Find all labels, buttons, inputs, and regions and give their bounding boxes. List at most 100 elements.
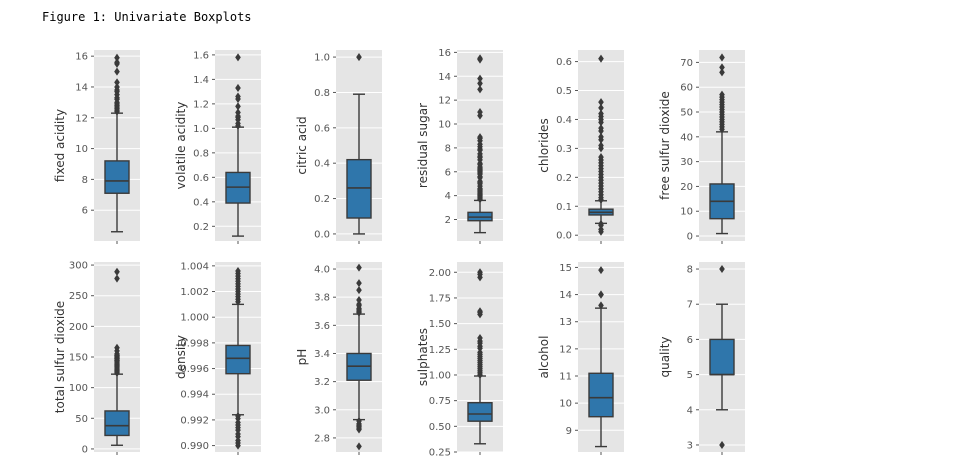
y-axis-label: density — [174, 335, 188, 379]
outlier-point — [477, 79, 483, 88]
y-tick-label: 0.2 — [314, 194, 330, 205]
y-tick-label: 70 — [680, 58, 693, 69]
y-tick-label: 0.0 — [314, 229, 330, 240]
y-axis-label: alcohol — [537, 336, 551, 379]
outlier-point — [598, 153, 604, 162]
y-tick-label: 0.3 — [556, 144, 572, 155]
outlier-point — [114, 78, 120, 87]
y-tick-label: 1.0 — [314, 53, 330, 64]
outlier-point — [356, 417, 362, 426]
y-axis-label: total sulfur dioxide — [53, 301, 67, 413]
y-tick-label: 1.000 — [180, 313, 209, 324]
outlier-point — [719, 68, 725, 77]
iqr-box — [104, 410, 130, 437]
y-tick-label: 150 — [69, 353, 88, 364]
outlier-point — [477, 85, 483, 94]
iqr-box — [225, 344, 251, 375]
y-axis-label: quality — [658, 336, 672, 377]
outlier-point — [477, 108, 483, 117]
y-tick-label: 3.2 — [314, 377, 330, 388]
y-tick-label: 4 — [687, 405, 693, 416]
boxplot-panel-4: 2 4 6 8 10 12 14 16 residual sugar — [416, 48, 503, 244]
y-tick-label: 0.996 — [180, 364, 209, 375]
y-tick-label: 9 — [566, 426, 572, 437]
y-tick-label: 50 — [75, 414, 88, 425]
y-tick-label: 30 — [680, 157, 693, 168]
y-tick-label: 7 — [687, 300, 693, 311]
y-tick-label: 0.25 — [429, 448, 451, 459]
y-tick-label: 3.6 — [314, 321, 330, 332]
y-tick-label: 13 — [559, 317, 572, 328]
outlier-point — [598, 124, 604, 133]
outlier-point — [477, 268, 483, 277]
y-tick-label: 0.2 — [556, 173, 572, 184]
y-tick-label: 0.4 — [193, 197, 209, 208]
outlier-point — [235, 102, 241, 111]
y-tick-label: 0.5 — [556, 86, 572, 97]
outlier-point — [719, 90, 725, 99]
y-tick-label: 12 — [75, 113, 88, 124]
y-tick-label: 3 — [687, 440, 693, 451]
outlier-point — [477, 74, 483, 83]
outlier-point — [477, 307, 483, 316]
y-tick-label: 0.6 — [193, 173, 209, 184]
y-tick-label: 1.004 — [180, 261, 209, 272]
outlier-point — [356, 300, 362, 309]
outlier-point — [598, 103, 604, 112]
y-tick-label: 6 — [82, 206, 88, 217]
outlier-point — [114, 53, 120, 62]
y-tick-label: 6 — [687, 335, 693, 346]
outlier-point — [235, 53, 241, 62]
outlier-point — [598, 141, 604, 150]
outlier-point — [114, 274, 120, 283]
y-tick-label: 50 — [680, 108, 693, 119]
iqr-box — [709, 338, 735, 376]
y-tick-label: 20 — [680, 182, 693, 193]
y-tick-label: 10 — [75, 144, 88, 155]
outlier-point — [356, 279, 362, 288]
y-tick-label: 60 — [680, 83, 693, 94]
y-tick-label: 14 — [75, 82, 88, 93]
y-tick-label: 250 — [69, 291, 88, 302]
y-tick-label: 0.2 — [193, 222, 209, 233]
boxplot-panel-2: 0.2 0.4 0.6 0.8 1.0 1.2 1.4 1.6 volatile acidity — [174, 50, 261, 244]
outlier-point — [477, 333, 483, 343]
y-tick-label: 3.0 — [314, 405, 330, 416]
y-tick-label: 0 — [687, 232, 693, 243]
outlier-point — [598, 266, 604, 275]
y-tick-label: 10 — [438, 120, 451, 131]
y-tick-label: 0.994 — [180, 390, 209, 401]
y-tick-label: 0 — [82, 444, 88, 455]
y-axis-label: sulphates — [416, 328, 430, 386]
y-tick-label: 0.6 — [556, 57, 572, 68]
iqr-box — [467, 402, 493, 422]
y-tick-label: 200 — [69, 322, 88, 333]
y-tick-label: 0.1 — [556, 202, 572, 213]
y-tick-label: 1.6 — [193, 50, 209, 61]
outlier-point — [114, 58, 120, 67]
y-tick-label: 1.25 — [429, 345, 451, 356]
outlier-point — [598, 54, 604, 63]
y-tick-label: 3.8 — [314, 293, 330, 304]
outlier-point — [598, 290, 604, 299]
y-axis-label: citric acid — [295, 116, 309, 174]
y-tick-label: 5 — [687, 370, 693, 381]
outlier-point — [598, 98, 604, 107]
y-axis-label: free sulfur dioxide — [658, 91, 672, 200]
iqr-box — [104, 160, 130, 194]
outlier-point — [356, 53, 362, 62]
outlier-point — [598, 132, 604, 141]
y-tick-label: 0.50 — [429, 422, 451, 433]
y-axis-label: chlorides — [537, 118, 551, 172]
boxplot-panel-1: 6 8 10 12 14 16 fixed acidity — [53, 50, 140, 244]
outlier-point — [356, 286, 362, 295]
boxplot-panel-12: 3 4 5 6 7 8 quality — [658, 262, 745, 455]
y-tick-label: 1.0 — [193, 124, 209, 135]
y-tick-label: 0.0 — [556, 231, 572, 242]
y-axis-label: volatile acidity — [174, 102, 188, 190]
y-tick-label: 40 — [680, 132, 693, 143]
boxplot-panel-11: 9 10 11 12 13 14 15 alcohol — [537, 262, 624, 455]
y-tick-label: 14 — [559, 290, 572, 301]
outlier-point — [477, 54, 483, 63]
figure-title: Figure 1: Univariate Boxplots — [42, 10, 252, 24]
